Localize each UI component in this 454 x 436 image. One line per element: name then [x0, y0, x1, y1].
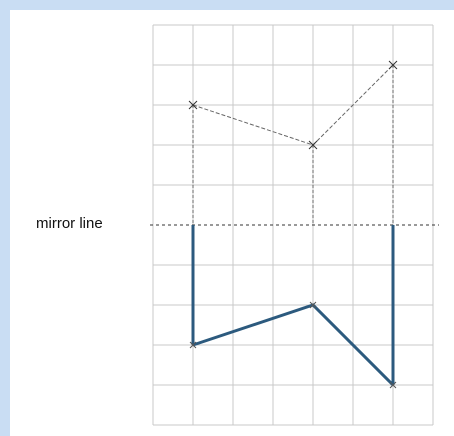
point-cross-marker — [388, 60, 398, 70]
reflected-point-marker — [309, 301, 317, 309]
point-cross-marker — [308, 140, 318, 150]
diagram-canvas: mirror line — [10, 10, 454, 436]
mirror-line-label: mirror line — [36, 215, 103, 232]
reflected-point-marker — [189, 341, 197, 349]
grid-diagram — [150, 24, 439, 426]
reflected-point-marker — [389, 381, 397, 389]
point-cross-marker — [188, 100, 198, 110]
